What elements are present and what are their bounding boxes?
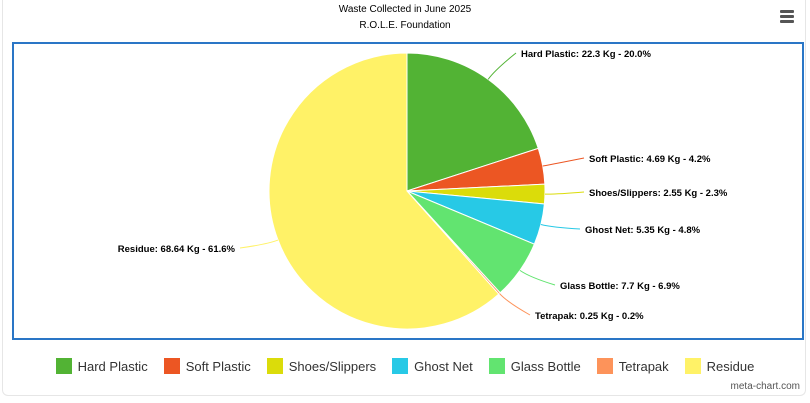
legend-item-ghost-net[interactable]: Ghost Net bbox=[392, 358, 473, 374]
legend-label: Hard Plastic bbox=[77, 358, 148, 374]
label-connector bbox=[499, 293, 531, 316]
data-label: Glass Bottle: 7.7 Kg - 6.9% bbox=[560, 281, 680, 292]
legend-swatch bbox=[488, 358, 505, 374]
chart-subtitle: R.O.L.E. Foundation bbox=[359, 20, 451, 31]
legend-item-shoes-slippers[interactable]: Shoes/Slippers bbox=[266, 358, 377, 374]
legend-swatch bbox=[266, 358, 283, 374]
chart-container bbox=[2, 0, 806, 396]
legend-item-residue[interactable]: Residue bbox=[684, 358, 755, 374]
label-connector bbox=[542, 157, 585, 167]
legend-swatch bbox=[55, 358, 72, 374]
label-connector bbox=[519, 269, 556, 286]
hamburger-icon[interactable] bbox=[776, 6, 798, 26]
plot-area-border bbox=[12, 42, 804, 340]
legend-swatch bbox=[596, 358, 613, 374]
label-connector bbox=[239, 239, 279, 249]
legend-label: Shoes/Slippers bbox=[288, 358, 377, 374]
data-label: Shoes/Slippers: 2.55 Kg - 2.3% bbox=[589, 188, 728, 199]
hamburger-icon-bar bbox=[780, 15, 794, 18]
data-label: Soft Plastic: 4.69 Kg - 4.2% bbox=[589, 154, 711, 165]
legend-item-soft-plastic[interactable]: Soft Plastic bbox=[163, 358, 251, 374]
legend-item-hard-plastic[interactable]: Hard Plastic bbox=[55, 358, 148, 374]
pie-slice-residue[interactable] bbox=[268, 52, 500, 330]
label-connector bbox=[540, 223, 581, 230]
legend-item-tetrapak[interactable]: Tetrapak bbox=[596, 358, 669, 374]
hamburger-icon-bar bbox=[780, 20, 794, 23]
data-label: Tetrapak: 0.25 Kg - 0.2% bbox=[535, 311, 644, 322]
data-label: Ghost Net: 5.35 Kg - 4.8% bbox=[585, 225, 701, 236]
legend-label: Soft Plastic bbox=[185, 358, 251, 374]
label-connector bbox=[487, 52, 517, 80]
legend-label: Glass Bottle bbox=[510, 358, 581, 374]
legend-label: Ghost Net bbox=[414, 358, 473, 374]
data-label: Residue: 68.64 Kg - 61.6% bbox=[118, 244, 236, 255]
legend: Hard Plastic Soft Plastic Shoes/Slippers Gh… bbox=[0, 356, 810, 376]
credit-text[interactable]: meta-chart.com bbox=[730, 381, 800, 392]
label-connector bbox=[544, 191, 585, 195]
legend-swatch bbox=[392, 358, 409, 374]
chart-title: Waste Collected in June 2025 bbox=[338, 4, 472, 15]
legend-label: Residue bbox=[706, 358, 755, 374]
data-label: Hard Plastic: 22.3 Kg - 20.0% bbox=[521, 49, 651, 60]
legend-swatch bbox=[163, 358, 180, 374]
pie-slice-hard-plastic[interactable] bbox=[406, 52, 539, 192]
legend-item-glass-bottle[interactable]: Glass Bottle bbox=[488, 358, 581, 374]
legend-label: Tetrapak bbox=[618, 358, 669, 374]
hamburger-icon-bar bbox=[780, 10, 794, 13]
legend-swatch bbox=[684, 358, 701, 374]
